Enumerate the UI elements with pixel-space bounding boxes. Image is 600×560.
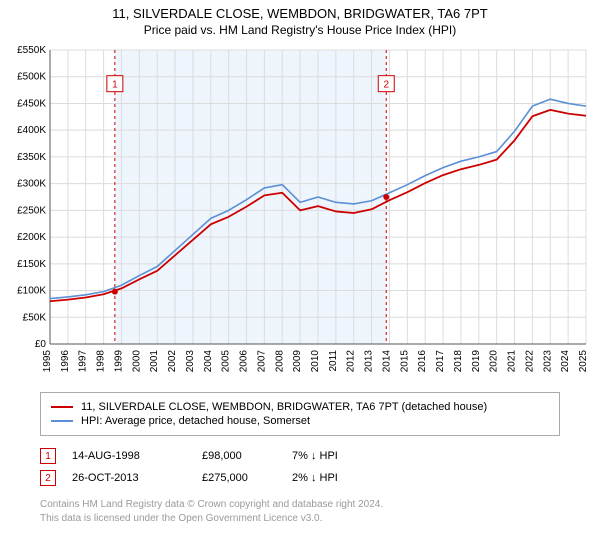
svg-text:2024: 2024: [560, 350, 571, 373]
svg-text:£150K: £150K: [17, 259, 46, 270]
title-block: 11, SILVERDALE CLOSE, WEMBDON, BRIDGWATE…: [0, 0, 600, 37]
svg-text:2025: 2025: [578, 350, 589, 373]
title-address: 11, SILVERDALE CLOSE, WEMBDON, BRIDGWATE…: [0, 6, 600, 21]
svg-text:1997: 1997: [78, 350, 89, 373]
legend-row-property: 11, SILVERDALE CLOSE, WEMBDON, BRIDGWATE…: [51, 401, 549, 413]
svg-text:2: 2: [383, 80, 389, 91]
svg-text:£100K: £100K: [17, 286, 46, 297]
svg-text:2009: 2009: [292, 350, 303, 373]
svg-text:2022: 2022: [524, 350, 535, 373]
svg-text:1996: 1996: [60, 350, 71, 373]
svg-text:2013: 2013: [364, 350, 375, 373]
svg-text:2005: 2005: [221, 350, 232, 373]
marker-date-1: 14-AUG-1998: [72, 450, 202, 462]
svg-text:2016: 2016: [417, 350, 428, 373]
svg-text:2008: 2008: [274, 350, 285, 373]
svg-text:£400K: £400K: [17, 125, 46, 136]
license-text: Contains HM Land Registry data © Crown c…: [40, 498, 560, 525]
svg-text:2021: 2021: [507, 350, 518, 373]
svg-text:2010: 2010: [310, 350, 321, 373]
svg-text:2007: 2007: [256, 350, 267, 373]
svg-text:1: 1: [112, 80, 118, 91]
svg-text:£300K: £300K: [17, 179, 46, 190]
legend-label-hpi: HPI: Average price, detached house, Some…: [81, 415, 310, 427]
svg-text:£450K: £450K: [17, 98, 46, 109]
svg-text:2019: 2019: [471, 350, 482, 373]
svg-text:2006: 2006: [239, 350, 250, 373]
marker-date-2: 26-OCT-2013: [72, 472, 202, 484]
svg-text:£350K: £350K: [17, 152, 46, 163]
marker-badge-1: 1: [40, 448, 56, 464]
svg-text:2012: 2012: [346, 350, 357, 373]
legend-swatch-property: [51, 406, 73, 408]
marker-price-1: £98,000: [202, 450, 292, 462]
svg-text:2004: 2004: [203, 350, 214, 373]
svg-text:2003: 2003: [185, 350, 196, 373]
svg-text:£250K: £250K: [17, 205, 46, 216]
legend-row-hpi: HPI: Average price, detached house, Some…: [51, 415, 549, 427]
license-line-1: Contains HM Land Registry data © Crown c…: [40, 498, 560, 512]
marker-row-2: 2 26-OCT-2013 £275,000 2% ↓ HPI: [40, 470, 560, 486]
svg-text:1995: 1995: [42, 350, 53, 373]
svg-text:2018: 2018: [453, 350, 464, 373]
svg-text:2001: 2001: [149, 350, 160, 373]
svg-text:2015: 2015: [399, 350, 410, 373]
svg-text:£0: £0: [35, 339, 47, 350]
svg-text:2017: 2017: [435, 350, 446, 373]
svg-text:2000: 2000: [131, 350, 142, 373]
svg-text:£200K: £200K: [17, 232, 46, 243]
marker-change-2: 2% ↓ HPI: [292, 472, 382, 484]
marker-table: 1 14-AUG-1998 £98,000 7% ↓ HPI 2 26-OCT-…: [40, 442, 560, 492]
svg-text:2014: 2014: [381, 350, 392, 373]
chart-container: 11, SILVERDALE CLOSE, WEMBDON, BRIDGWATE…: [0, 0, 600, 560]
legend-swatch-hpi: [51, 420, 73, 422]
title-subtitle: Price paid vs. HM Land Registry's House …: [0, 23, 600, 37]
svg-text:2023: 2023: [542, 350, 553, 373]
marker-row-1: 1 14-AUG-1998 £98,000 7% ↓ HPI: [40, 448, 560, 464]
svg-text:£500K: £500K: [17, 72, 46, 83]
marker-badge-2: 2: [40, 470, 56, 486]
svg-text:£550K: £550K: [17, 45, 46, 56]
svg-text:2011: 2011: [328, 350, 339, 372]
license-line-2: This data is licensed under the Open Gov…: [40, 512, 560, 526]
legend-label-property: 11, SILVERDALE CLOSE, WEMBDON, BRIDGWATE…: [81, 401, 487, 413]
svg-text:2002: 2002: [167, 350, 178, 373]
chart-svg: £0 £50K £100K £150K £200K £250K £300K £350K £400…: [6, 44, 594, 384]
chart-area: £0 £50K £100K £150K £200K £250K £300K £350K £400…: [6, 44, 594, 384]
marker-price-2: £275,000: [202, 472, 292, 484]
svg-text:2020: 2020: [489, 350, 500, 373]
marker-change-1: 7% ↓ HPI: [292, 450, 382, 462]
svg-text:1999: 1999: [113, 350, 124, 373]
svg-text:1998: 1998: [96, 350, 107, 373]
legend-box: 11, SILVERDALE CLOSE, WEMBDON, BRIDGWATE…: [40, 392, 560, 436]
svg-text:£50K: £50K: [23, 312, 47, 323]
